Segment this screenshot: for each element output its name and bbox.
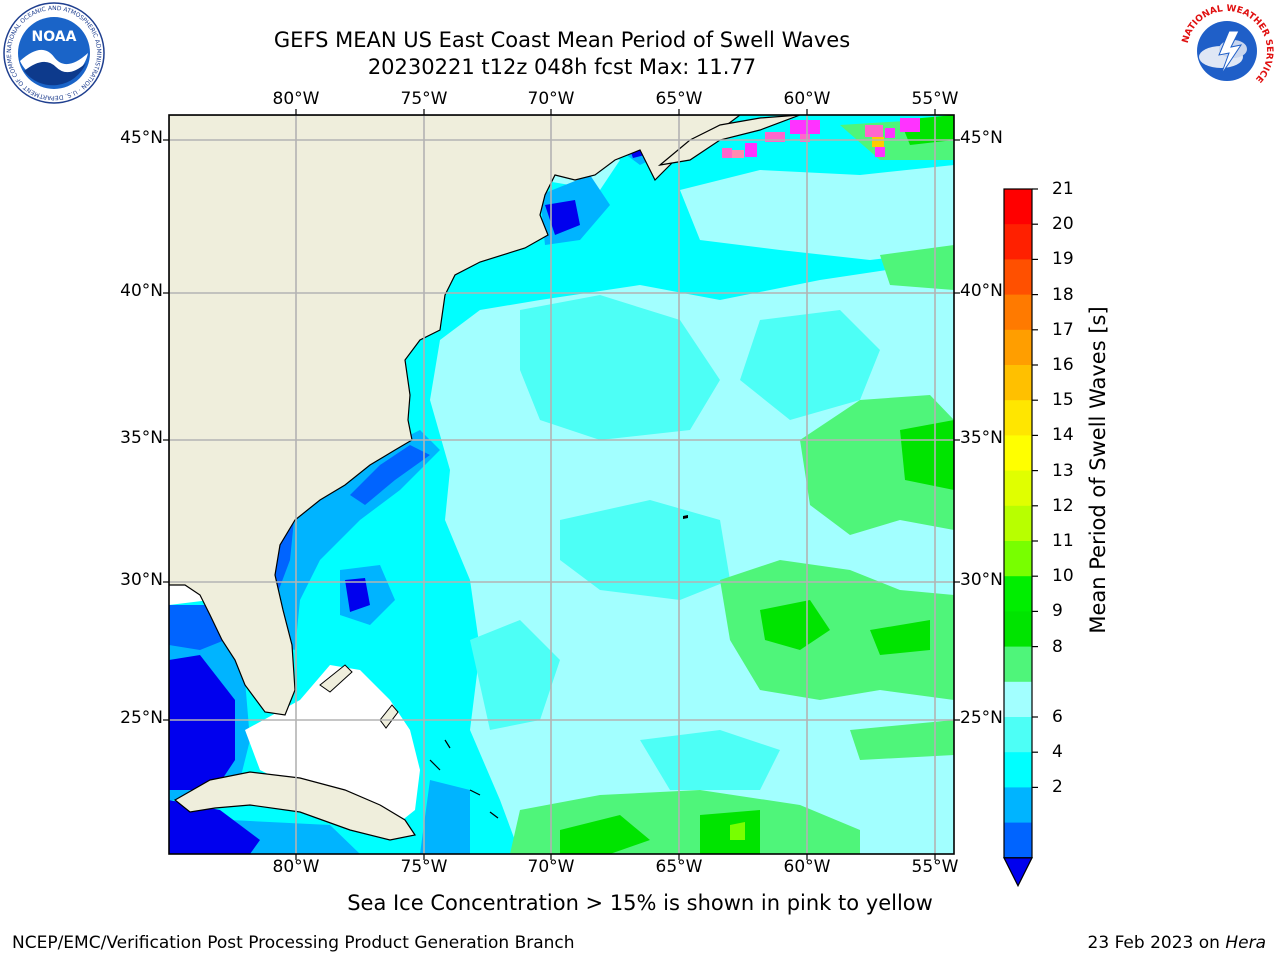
- lat-label-left-25n: 25°N: [120, 708, 163, 728]
- sea-ice-note: Sea Ice Concentration > 15% is shown in …: [347, 891, 933, 915]
- colorbar-tick-label: 13: [1052, 460, 1074, 481]
- sea-ice-patches: [722, 118, 920, 158]
- colorbar-tick-label: 16: [1052, 355, 1074, 375]
- field-2-4s: [350, 445, 430, 505]
- colorbar-segment: [1004, 681, 1032, 718]
- lat-label-right-35n: 35°N: [960, 428, 1003, 448]
- colorbar-label: Mean Period of Swell Waves [s]: [1086, 306, 1110, 634]
- noaa-logo-text: NOAA: [32, 29, 77, 45]
- colorbar-segment: [1004, 717, 1032, 753]
- graticule: [169, 115, 954, 854]
- colorbar-tick-label: 12: [1052, 495, 1074, 516]
- colorbar-segment: [1004, 224, 1032, 260]
- credit-text: NCEP/EMC/Verification Post Processing Pr…: [12, 933, 575, 953]
- lon-label-bottom-70w: 70°W: [527, 857, 575, 877]
- map-frame: [168, 114, 955, 855]
- field-4-6s: [260, 430, 440, 650]
- colorbar-segment: [1004, 294, 1032, 331]
- colorbar-tick-label: 9: [1052, 601, 1063, 622]
- land-cuba: [173, 771, 416, 841]
- lat-label-left-30n: 30°N: [120, 570, 163, 590]
- lon-label-bottom-65w: 65°W: [655, 857, 703, 877]
- colorbar-segment: [1004, 189, 1032, 225]
- lon-label-bottom-80w: 80°W: [272, 857, 320, 877]
- colorbar-frame: [1003, 188, 1033, 859]
- lon-label-top-65w: 65°W: [655, 89, 703, 109]
- lon-label-top-60w: 60°W: [783, 89, 831, 109]
- colorbar-tick-label: 11: [1052, 531, 1074, 551]
- lat-label-left-35n: 35°N: [120, 428, 163, 448]
- chart-subtitle: 20230221 t12z 048h fcst Max: 11.77: [367, 55, 757, 79]
- colorbar-tick-label: 20: [1052, 214, 1074, 235]
- date-stamp: 23 Feb 2023 on Hera: [1088, 933, 1266, 953]
- colorbar-segment: [1004, 611, 1032, 648]
- colorbar-tick-label: 18: [1052, 284, 1074, 305]
- colorbar-tick-label: 4: [1052, 742, 1063, 763]
- colorbar-segment: [1004, 505, 1032, 542]
- colorbar-segment: [1004, 400, 1032, 436]
- lon-label-top-70w: 70°W: [527, 89, 575, 109]
- lat-label-right-25n: 25°N: [960, 708, 1003, 728]
- lat-label-right-30n: 30°N: [960, 570, 1003, 590]
- colorbar-extend-arrow: [1003, 857, 1033, 888]
- field-10-11s: [900, 420, 954, 490]
- colorbar-segment: [1004, 365, 1032, 401]
- lat-label-right-45n: 45°N: [960, 128, 1003, 148]
- colorbar-segment: [1004, 329, 1032, 366]
- colorbar-tick-label: 17: [1052, 319, 1074, 340]
- colorbar-segment: [1004, 435, 1032, 472]
- colorbar-tick-label: 8: [1052, 636, 1063, 657]
- colorbar-tick-label: 14: [1052, 425, 1074, 446]
- colorbar-tick-label: 10: [1052, 566, 1074, 587]
- lon-label-top-80w: 80°W: [272, 89, 320, 109]
- colorbar-segment: [1004, 576, 1032, 612]
- colorbar-tick-label: 21: [1052, 179, 1074, 199]
- lon-label-top-75w: 75°W: [400, 89, 448, 109]
- colorbar: [1003, 188, 1038, 888]
- lon-label-bottom-60w: 60°W: [783, 857, 831, 877]
- date-text: 23 Feb 2023 on: [1087, 933, 1226, 953]
- lat-label-left-45n: 45°N: [120, 128, 163, 148]
- lon-label-bottom-55w: 55°W: [911, 857, 959, 877]
- colorbar-tick-label: 6: [1052, 707, 1063, 727]
- lon-label-top-55w: 55°W: [911, 89, 959, 109]
- chart-title: GEFS MEAN US East Coast Mean Period of S…: [273, 28, 851, 52]
- colorbar-segment: [1004, 259, 1032, 296]
- colorbar-tick-label: 19: [1052, 249, 1074, 270]
- colorbar-segment: [1004, 541, 1032, 577]
- machine-name: Hera: [1225, 933, 1266, 953]
- noaa-logo: NATIONAL OCEANIC AND ATMOSPHERIC ADMINIS…: [2, 1, 105, 104]
- colorbar-segment: [1004, 787, 1032, 824]
- lat-label-left-40n: 40°N: [120, 281, 163, 301]
- colorbar-tick-label: 15: [1052, 390, 1074, 411]
- nws-logo: NATIONAL WEATHER SERVICE: [1179, 3, 1275, 99]
- colorbar-segment: [1004, 470, 1032, 507]
- lat-label-right-40n: 40°N: [960, 281, 1003, 301]
- colorbar-segment: [1004, 646, 1032, 683]
- colorbar-segment: [1004, 752, 1032, 788]
- colorbar-segment: [1004, 822, 1032, 859]
- colorbar-tick-label: 2: [1052, 777, 1063, 798]
- land-us: [169, 115, 741, 716]
- lon-label-bottom-75w: 75°W: [400, 857, 448, 877]
